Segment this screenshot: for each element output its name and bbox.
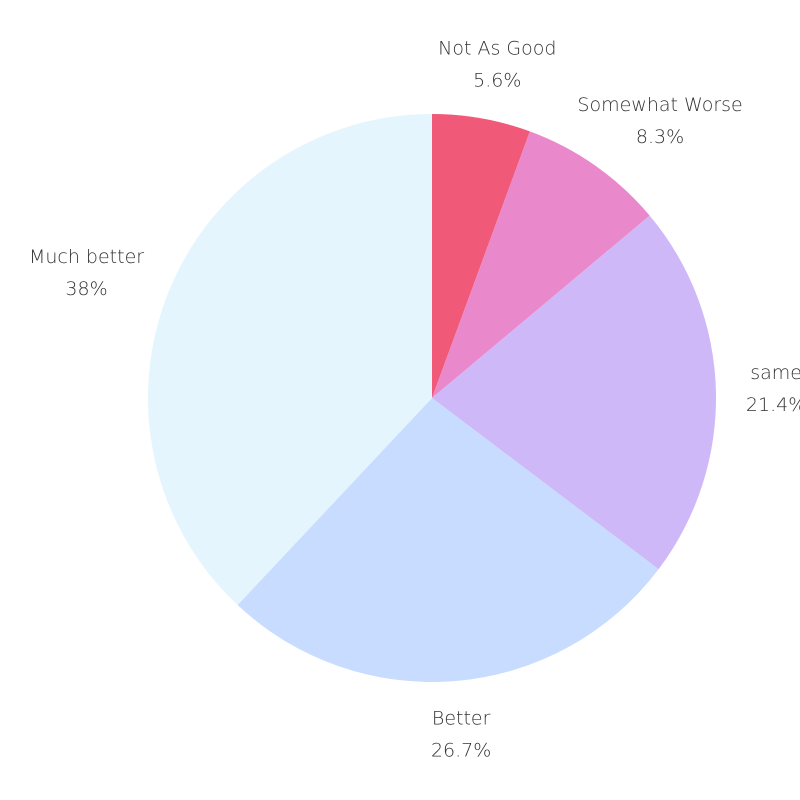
slice-label: Somewhat Worse <box>577 94 742 116</box>
pie-slice <box>432 114 530 398</box>
slice-value-label: 21.4% <box>746 394 800 416</box>
pie-slice <box>237 398 659 682</box>
slice-value-label: 38% <box>65 278 107 300</box>
slice-label: same <box>750 362 800 384</box>
pie-slice <box>432 215 716 570</box>
slice-label: Much better <box>29 246 144 268</box>
slice-label: Better <box>432 707 491 729</box>
slice-value-label: 26.7% <box>431 739 491 761</box>
pie-slice <box>432 131 650 398</box>
slice-value-label: 5.6% <box>473 70 521 92</box>
slice-label: Not As Good <box>438 38 556 60</box>
slice-value-label: 8.3% <box>636 126 684 148</box>
pie-slice <box>147 114 432 606</box>
